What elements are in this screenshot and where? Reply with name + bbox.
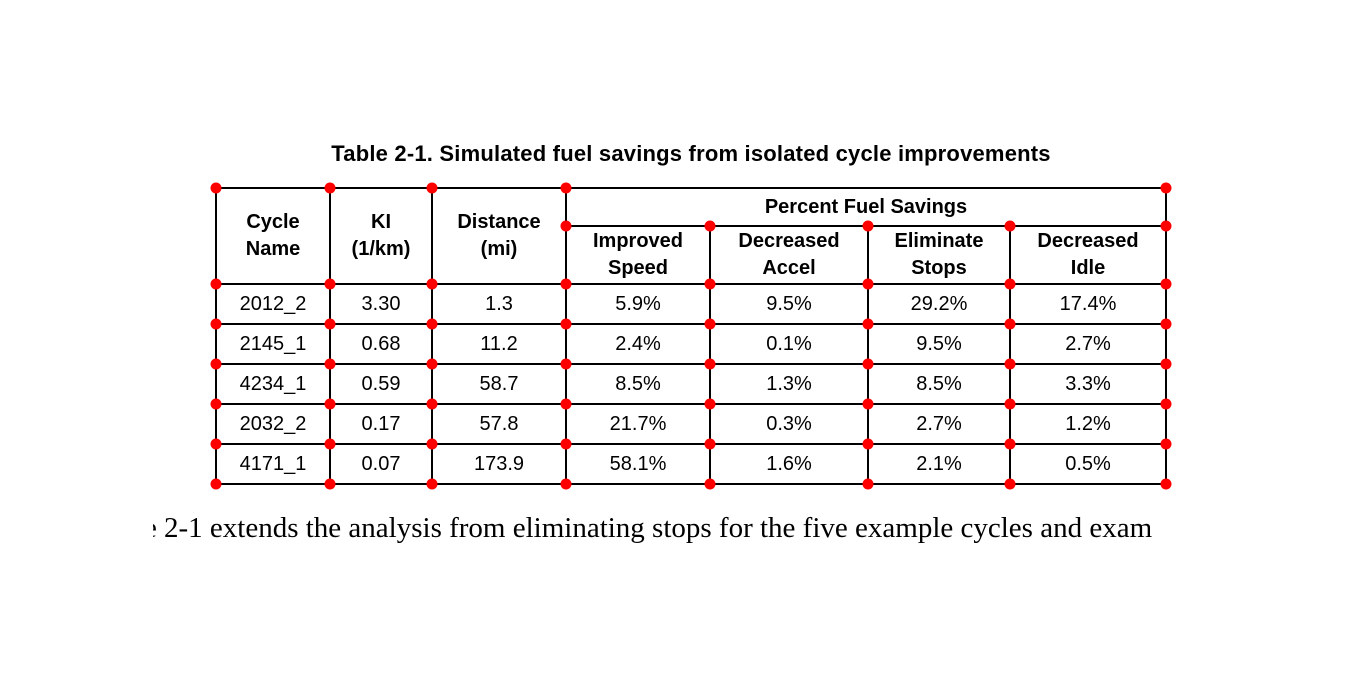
table-cell: 4171_1 — [217, 445, 329, 483]
header-line: KI — [371, 211, 391, 233]
table-cell: 1.2% — [1011, 405, 1165, 443]
table-cell: 8.5% — [567, 365, 709, 403]
table-cell: 0.59 — [331, 365, 431, 403]
body-text: e2-1 extends the analysis from eliminati… — [153, 512, 1152, 545]
header-line: Improved — [592, 230, 684, 252]
header-line: Distance — [457, 211, 541, 233]
col-header-decreased-idle: Decreased Idle — [1011, 227, 1165, 283]
header-line: Name — [245, 238, 301, 260]
table-cell: 21.7% — [567, 405, 709, 443]
table-cell: 0.3% — [711, 405, 867, 443]
col-header-cycle-name: Cycle Name — [217, 189, 329, 283]
clipped-word-fragment: e — [153, 512, 159, 545]
body-text-line: 2-1 extends the analysis from eliminatin… — [164, 512, 1153, 544]
table-cell: 5.9% — [567, 285, 709, 323]
col-header-ki: KI (1/km) — [331, 189, 431, 283]
table-cell: 17.4% — [1011, 285, 1165, 323]
table-cell: 3.30 — [331, 285, 431, 323]
header-line: Idle — [1070, 257, 1106, 279]
table-cell: 11.2 — [433, 325, 565, 363]
table-cell: 1.6% — [711, 445, 867, 483]
table-cell: 2145_1 — [217, 325, 329, 363]
header-line: Cycle — [246, 211, 300, 233]
table-cell: 2.1% — [869, 445, 1009, 483]
table-cell: 1.3 — [433, 285, 565, 323]
header-line: Stops — [911, 257, 967, 279]
table-cell: 0.17 — [331, 405, 431, 443]
header-line: Decreased — [1037, 230, 1139, 252]
table-cell: 0.1% — [711, 325, 867, 363]
header-line: Accel — [762, 257, 816, 279]
clipped-glyph: e — [153, 512, 157, 545]
table-cell: 58.1% — [567, 445, 709, 483]
header-line: (mi) — [480, 238, 518, 260]
fuel-savings-table: Cycle Name KI (1/km) Distance (mi) Perce… — [215, 187, 1167, 485]
col-header-distance: Distance (mi) — [433, 189, 565, 283]
header-line: (1/km) — [351, 238, 411, 260]
table-cell: 173.9 — [433, 445, 565, 483]
table-cell: 2012_2 — [217, 285, 329, 323]
col-header-decreased-accel: Decreased Accel — [711, 227, 867, 283]
header-line: Decreased — [738, 230, 840, 252]
table-caption: Table 2-1. Simulated fuel savings from i… — [331, 141, 1051, 166]
header-line: Speed — [607, 257, 669, 279]
table-cell: 58.7 — [433, 365, 565, 403]
header-line: Eliminate — [894, 230, 984, 252]
table-cell: 0.07 — [331, 445, 431, 483]
table-cell: 29.2% — [869, 285, 1009, 323]
table-cell: 0.68 — [331, 325, 431, 363]
table-cell: 4234_1 — [217, 365, 329, 403]
col-header-improved-speed: Improved Speed — [567, 227, 709, 283]
table-cell: 9.5% — [869, 325, 1009, 363]
table-cell: 3.3% — [1011, 365, 1165, 403]
table-cell: 9.5% — [711, 285, 867, 323]
table-cell: 8.5% — [869, 365, 1009, 403]
table-cell: 2.7% — [869, 405, 1009, 443]
table-cell: 2032_2 — [217, 405, 329, 443]
table-cell: 2.4% — [567, 325, 709, 363]
table-cell: 57.8 — [433, 405, 565, 443]
table-cell: 2.7% — [1011, 325, 1165, 363]
table-cell: 0.5% — [1011, 445, 1165, 483]
group-header-percent-fuel-savings: Percent Fuel Savings — [567, 189, 1165, 225]
table-cell: 1.3% — [711, 365, 867, 403]
col-header-eliminate-stops: Eliminate Stops — [869, 227, 1009, 283]
